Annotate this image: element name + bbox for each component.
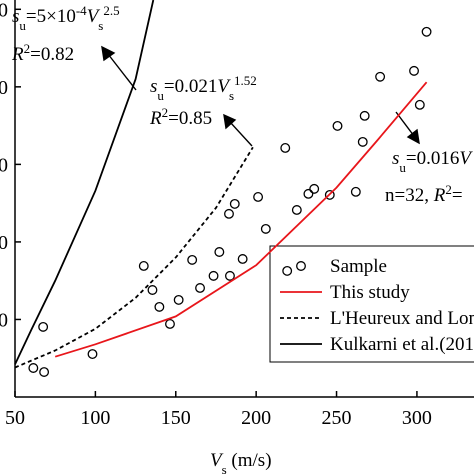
text-part: =0.85 [168, 108, 212, 129]
x-tick-label: 150 [161, 407, 191, 429]
point [154, 301, 165, 312]
point [38, 321, 49, 332]
point [350, 186, 361, 197]
text-part: V [87, 6, 101, 27]
text-part: V [459, 148, 473, 169]
point [224, 208, 234, 219]
text-part: R [433, 185, 446, 206]
annotation: su=0.021Vs1.52 [150, 73, 257, 103]
text-part: =0.016 [406, 148, 459, 169]
point [253, 191, 264, 202]
text-part: =0.021 [164, 76, 217, 97]
point [173, 294, 184, 305]
legend-label: Kulkarni et al.(2010) [330, 334, 474, 355]
text-part: n=32, [385, 185, 434, 206]
legend-label: This study [330, 282, 410, 303]
text-part: -4 [76, 3, 87, 18]
annotation: R2=0.85 [149, 105, 212, 130]
point [214, 247, 225, 257]
point [357, 136, 368, 147]
arrow [229, 121, 253, 147]
text-part: 2 [445, 182, 452, 197]
text-part: (m/s) [227, 450, 272, 471]
point [187, 254, 198, 265]
text-part: s [222, 462, 227, 474]
point [87, 349, 98, 359]
annotation: su=5×10-4Vs2.5 [12, 3, 120, 33]
point [303, 188, 314, 199]
point [39, 367, 50, 377]
x-tick-label: 250 [322, 407, 352, 429]
arrow [107, 53, 137, 91]
text-part: 2.5 [103, 3, 119, 18]
point [409, 65, 419, 76]
text-part: u [399, 160, 406, 175]
annotation: R2=0.82 [11, 41, 74, 66]
point [237, 254, 248, 264]
text-part: R [11, 44, 24, 65]
y-tick-label: 0 [0, 0, 8, 21]
curve [14, 0, 155, 365]
point [138, 261, 149, 271]
annotation: n=32, R2= [385, 182, 463, 207]
point [225, 270, 235, 281]
legend-label: L'Heureux and Long(2017) [330, 308, 474, 329]
point [414, 99, 425, 110]
point [421, 26, 432, 37]
point [291, 205, 302, 215]
y-tick-label: 0 [0, 154, 8, 176]
legend-label: Sample [330, 256, 387, 277]
point [332, 120, 343, 131]
point [260, 223, 271, 234]
x-tick-label: 100 [80, 407, 110, 429]
text-part: = [452, 185, 463, 206]
text-part: s [98, 18, 103, 33]
text-part: =5×10 [26, 6, 76, 27]
point [359, 110, 370, 121]
text-part: R [149, 108, 162, 129]
text-part: 2 [24, 41, 31, 56]
text-part: u [19, 18, 26, 33]
arrows [101, 45, 420, 147]
x-tick-label: 200 [241, 407, 271, 429]
point [28, 363, 39, 373]
point [282, 265, 293, 276]
text-part: 1.52 [234, 73, 257, 88]
text-part: s [392, 148, 399, 169]
point [195, 283, 205, 293]
text-part: =0.82 [30, 44, 74, 65]
legend-symbol [296, 261, 306, 271]
point [280, 142, 291, 153]
point [309, 183, 320, 194]
text-part: V [210, 450, 224, 471]
text-part: s [229, 88, 234, 103]
curve [14, 146, 254, 369]
arrow-head [101, 45, 116, 62]
point [165, 319, 175, 329]
y-tick-label: 0 [0, 77, 8, 99]
text-part: 2 [162, 105, 169, 120]
text-part: u [157, 88, 164, 103]
legend-box [269, 245, 474, 363]
curve [54, 81, 428, 358]
y-tick-label: 0 [0, 309, 8, 331]
point [375, 71, 386, 82]
arrow-head [406, 128, 420, 145]
text-part: s [12, 6, 19, 27]
x-tick-label: 50 [5, 407, 25, 429]
y-tick-label: 0 [0, 232, 8, 254]
x-tick-label: 300 [402, 407, 432, 429]
x-axis-label: Vs (m/s) [210, 450, 272, 474]
text-part: s [150, 76, 157, 97]
point [229, 198, 240, 209]
point [208, 270, 219, 281]
arrow-head [223, 113, 237, 130]
point [324, 189, 335, 200]
point [147, 285, 158, 295]
text-part: V [217, 76, 231, 97]
annotation: su=0.016V [392, 148, 473, 175]
